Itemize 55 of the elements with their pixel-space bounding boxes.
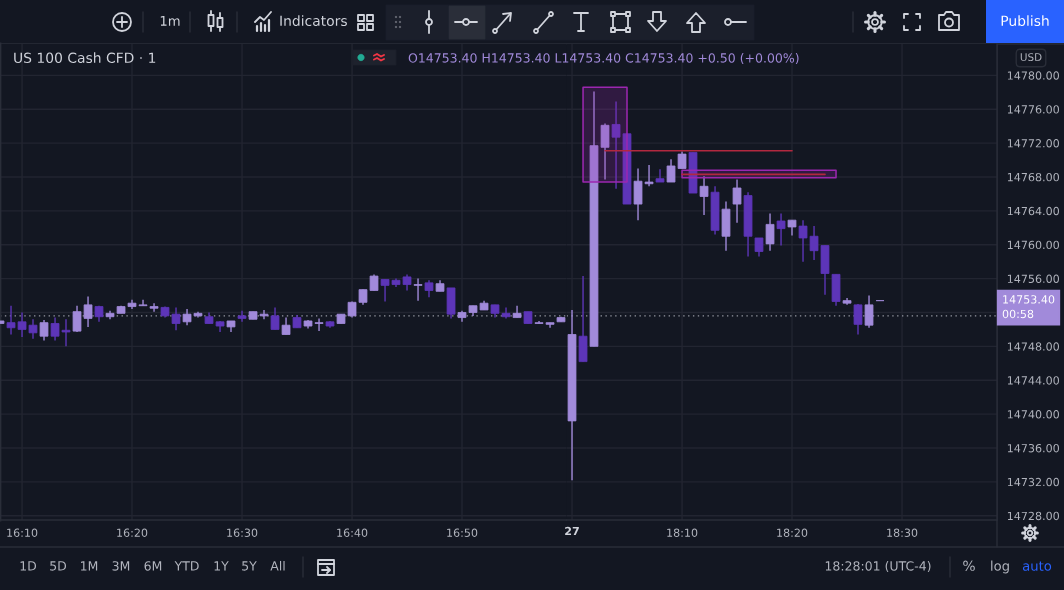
- x-tick-label: 18:10: [667, 528, 698, 537]
- y-tick-label: 14728.00: [1007, 511, 1059, 521]
- x-tick-label: 18:20: [777, 528, 808, 537]
- y-tick-label: 14744.00: [1007, 376, 1059, 385]
- text: auto: [1022, 561, 1052, 571]
- y-tick-label: 14776.00: [1007, 105, 1059, 114]
- candlestick: [732, 178, 742, 224]
- text: USD: [1020, 53, 1042, 62]
- y-tick-label: 14760.00: [1007, 240, 1059, 250]
- y-tick-label: 14732.00: [1007, 477, 1059, 487]
- text: 3M: [112, 561, 130, 571]
- text: 1D: [20, 561, 37, 571]
- candlestick: [776, 212, 786, 247]
- text: 18:28:01 (UTC-4): [825, 560, 931, 573]
- candlestick: [853, 303, 863, 336]
- y-tick-label: 14772.00: [1007, 139, 1059, 148]
- text: 5Y: [242, 561, 257, 571]
- y-tick-label: 14748.00: [1007, 342, 1059, 351]
- annotation: O14753.40 H14753.40 L14753.40 C14753.40 +0.50 (+0.00%): [408, 52, 799, 65]
- text: 1Y: [214, 561, 229, 571]
- chart-title: US 100 Cash CFD · 1: [14, 52, 156, 64]
- x-tick-label: 16:20: [117, 528, 148, 537]
- text: log: [991, 560, 1009, 574]
- x-tick-label: 16:30: [227, 528, 258, 537]
- text: All: [270, 560, 285, 571]
- candlestick: [39, 319, 49, 342]
- y-tick-label: 14780.00: [1007, 71, 1059, 80]
- y-tick-label: 14756.00: [1007, 274, 1059, 283]
- text: %: [963, 560, 975, 572]
- text: Indicators: [280, 15, 347, 27]
- text: YTD: [174, 561, 199, 571]
- text: Publish: [1001, 15, 1049, 27]
- y-tick-label: 14768.00: [1007, 172, 1059, 182]
- text: 27: [565, 526, 579, 536]
- x-tick-label: 16:10: [7, 528, 38, 537]
- y-tick-label: 14736.00: [1007, 443, 1059, 453]
- candlestick: [864, 294, 874, 329]
- candlestick: [237, 310, 247, 323]
- candlestick: [754, 237, 764, 258]
- text: 6M: [144, 561, 162, 571]
- candlestick: [270, 306, 280, 331]
- x-tick-label: 18:30: [887, 528, 918, 537]
- text: 1M: [81, 561, 98, 571]
- y-tick-label: 14740.00: [1007, 410, 1059, 419]
- candlestick: [699, 175, 709, 216]
- text: 14753.40 00:58: [1002, 295, 1055, 319]
- candlestick: [413, 277, 423, 302]
- text: 5D: [50, 561, 67, 571]
- candlestick: [765, 212, 775, 252]
- x-tick-label: 16:40: [337, 528, 368, 537]
- candlestick: [149, 302, 159, 313]
- text: 1m: [160, 16, 180, 26]
- y-tick-label: 14764.00: [1007, 206, 1059, 216]
- candlestick: [655, 168, 665, 183]
- x-tick-label: 16:50: [447, 528, 478, 537]
